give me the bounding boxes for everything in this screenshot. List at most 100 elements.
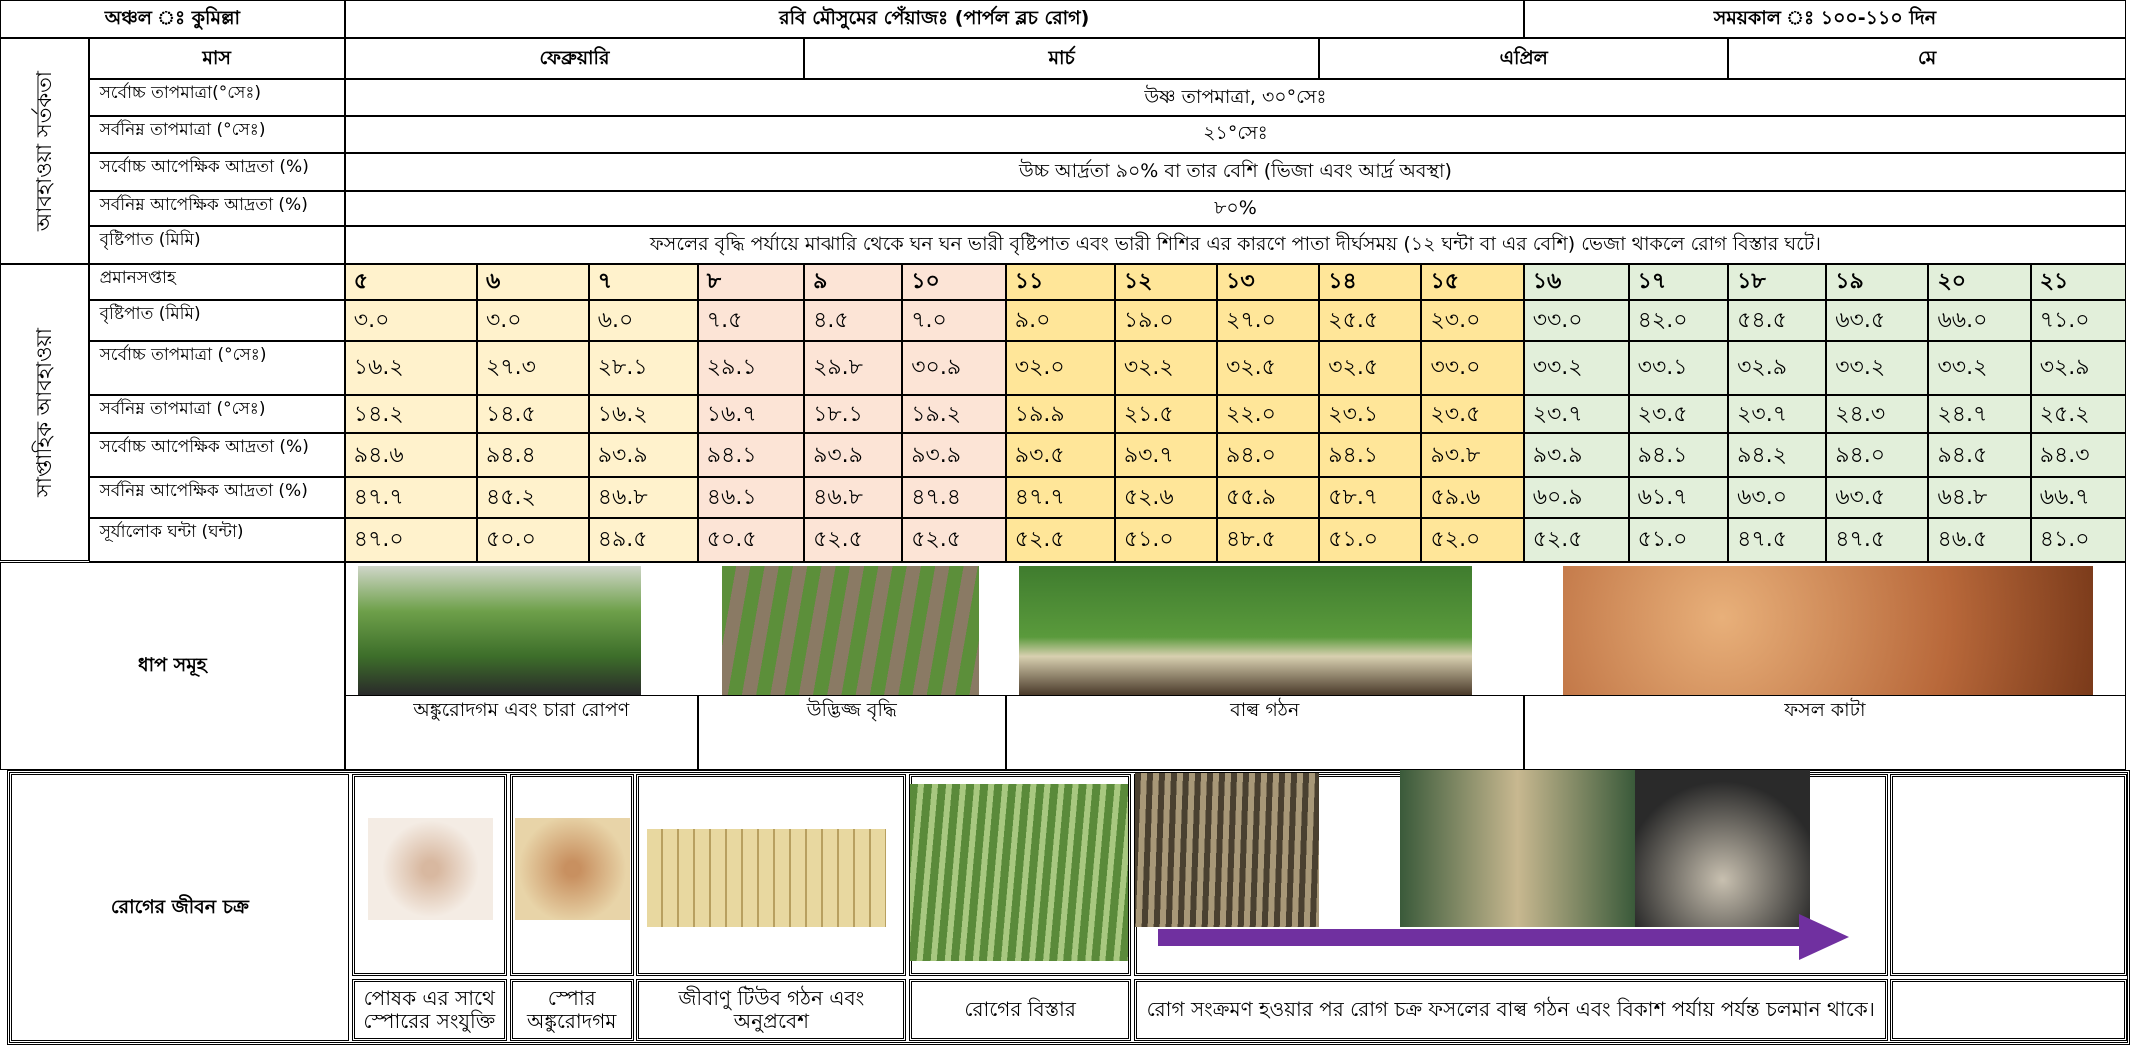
week-number: ১৭ [1629,264,1728,299]
week-value: ৫০.৫ [698,518,804,562]
week-value: ৫২.৫ [902,518,1006,562]
week-value: ৬৬.৭ [2031,477,2126,518]
week-value: ৪১.০ [2031,518,2126,562]
lifecycle-image [910,784,1128,961]
weather-value: উষ্ণ তাপমাত্রা, ৩০°সেঃ [345,79,2126,116]
week-value: ৪৭.৫ [1728,518,1826,562]
lifecycle-caption: জীবাণু টিউব গঠন এবং অনুপ্রবেশ [636,979,906,1042]
week-value: ২৪.৩ [1826,395,1928,433]
week-value: ৩২.৯ [2031,341,2126,396]
week-value: ৬.০ [589,300,698,341]
week-number: ১৪ [1319,264,1421,299]
week-value: ৬০.৯ [1524,477,1629,518]
week-value: ২২.০ [1217,395,1319,433]
side-label: সাপ্তাহিক আবহাওয়া [0,264,89,561]
week-value: ২৫.২ [2031,395,2126,433]
week-number: ২০ [1928,264,2030,299]
week-value: ৫৮.৭ [1319,477,1421,518]
week-value: ৩২.৫ [1319,341,1421,396]
week-number: ১৮ [1728,264,1826,299]
week-value: ৯.০ [1006,300,1115,341]
arrow-shaft [1158,929,1805,945]
week-value: ১৮.১ [804,395,902,433]
week-value: ৯৪.৩ [2031,433,2126,477]
month: মার্চ [804,38,1319,79]
week-number: ৮ [698,264,804,299]
week-value: ৪৯.৫ [589,518,698,562]
week-value: ৫২.৬ [1115,477,1217,518]
month: ফেব্রুয়ারি [345,38,804,79]
week-value: ৪৬.৫ [1928,518,2030,562]
week-value: ৯৩.৯ [1524,433,1629,477]
week-value: ৪৭.৭ [345,477,477,518]
week-value: ৯৩.৯ [902,433,1006,477]
week-value: ২৩.৫ [1629,395,1728,433]
week-value: ৪৬.১ [698,477,804,518]
side-label: আবহাওয়া সর্তকতা [0,38,89,264]
week-value: ৭.০ [902,300,1006,341]
week-value: ৩৩.১ [1629,341,1728,396]
stage-image [722,566,978,695]
row-label: বৃষ্টিপাত (মিমি) [89,226,345,264]
week-value: ৯৩.৭ [1115,433,1217,477]
lifecycle-caption [1890,979,2127,1042]
stage-caption: বাল্ব গঠন [1006,695,1524,770]
week-value: ৫১.০ [1115,518,1217,562]
week-number: ৬ [477,264,589,299]
lifecycle-label: রোগের জীবন চক্র [11,774,349,1041]
week-value: ৫৪.৫ [1728,300,1826,341]
stage-caption: উদ্ভিজ্জ বৃদ্ধি [698,695,1006,770]
week-value: ৫৫.৯ [1217,477,1319,518]
week-number: ৯ [804,264,902,299]
week-value: ২৯.১ [698,341,804,396]
lifecycle-caption: পোষক এর সাথে স্পোরের সংযুক্তি [352,979,507,1042]
row-label: সর্বোচ্চ আপেক্ষিক আদ্রতা (%) [89,433,345,477]
week-value: ১৪.২ [345,395,477,433]
stage-image [1019,566,1471,695]
week-value: ৪৭.৭ [1006,477,1115,518]
week-value: ১৯.০ [1115,300,1217,341]
lifecycle-image [1635,770,1809,927]
vertical-text: আবহাওয়া সর্তকতা [32,71,56,231]
week-value: ৭১.০ [2031,300,2126,341]
stage-image [358,566,640,695]
week-value: ৪৬.৮ [589,477,698,518]
row-label: সূর্যালোক ঘন্টা (ঘন্টা) [89,518,345,562]
week-value: ১৬.৭ [698,395,804,433]
week-value: ৫১.০ [1319,518,1421,562]
week-number: ১২ [1115,264,1217,299]
month-label: মাস [89,38,345,79]
row-label: সর্বনিম্ন তাপমাত্রা (°সেঃ) [89,116,345,153]
week-value: ৯৪.০ [1826,433,1928,477]
stage-caption: ফসল কাটা [1524,695,2126,770]
week-value: ৬৬.০ [1928,300,2030,341]
duration: সময়কাল ঃ ১০০-১১০ দিন [1524,0,2126,38]
week-value: ২৩.০ [1421,300,1523,341]
row-label: সর্বনিম্ন তাপমাত্রা (°সেঃ) [89,395,345,433]
row-label: সর্বোচ্চ তাপমাত্রা(°সেঃ) [89,79,345,116]
month: মে [1728,38,2126,79]
week-value: ৯৪.২ [1728,433,1826,477]
lifecycle-caption: স্পোর অঙ্কুরোদগম [510,979,634,1042]
week-value: ৭.৫ [698,300,804,341]
row-label: প্রমানসপ্তাহ [89,264,345,299]
week-value: ৯৩.৯ [589,433,698,477]
week-value: ২৭.৩ [477,341,589,396]
lifecycle-image [1400,770,1636,927]
week-value: ৬৩.৫ [1826,300,1928,341]
week-number: ১০ [902,264,1006,299]
week-value: ৯৪.০ [1217,433,1319,477]
weather-value: ২১°সেঃ [345,116,2126,153]
week-value: ২৩.৫ [1421,395,1523,433]
week-number: ১৩ [1217,264,1319,299]
week-value: ৯৩.৫ [1006,433,1115,477]
month: এপ্রিল [1319,38,1728,79]
week-value: ২৮.১ [589,341,698,396]
stages-label: ধাপ সমূহ [0,562,345,771]
week-value: ৫২.৫ [1006,518,1115,562]
week-value: ৫০.০ [477,518,589,562]
week-value: ১৪.৫ [477,395,589,433]
stage-image [1563,566,2093,695]
lifecycle-image [1135,773,1319,927]
week-value: ৯৪.৫ [1928,433,2030,477]
